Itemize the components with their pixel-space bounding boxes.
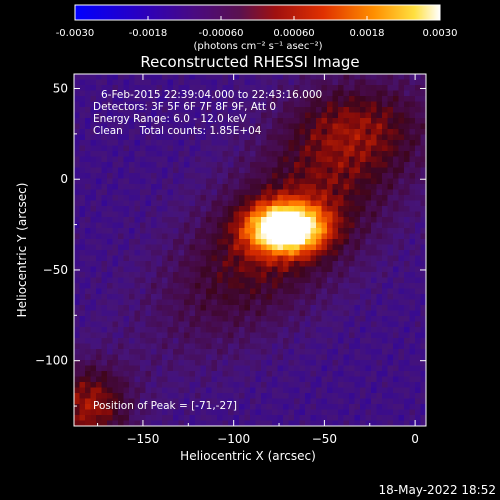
info-line-detectors: Detectors: 3F 5F 6F 7F 8F 9F, Att 0 xyxy=(93,101,276,113)
heatmap-image xyxy=(74,74,426,426)
y-axis-label: Heliocentric Y (arcsec) xyxy=(15,183,29,318)
colorbar-tick-label: 0.00060 xyxy=(273,28,314,39)
chart-title: Reconstructed RHESSI Image xyxy=(140,53,359,71)
x-tick-label: −100 xyxy=(217,432,250,446)
colorbar-units-label: (photons cm⁻² s⁻¹ asec⁻²) xyxy=(193,41,322,52)
y-tick-label: −50 xyxy=(43,263,68,277)
y-tick-label: 0 xyxy=(60,172,68,186)
colorbar-tick-label: -0.00060 xyxy=(199,28,244,39)
colorbar-tick-label: 0.0030 xyxy=(423,28,458,39)
x-axis-label: Heliocentric X (arcsec) xyxy=(180,449,316,463)
x-tick-label: −50 xyxy=(312,432,337,446)
colorbar-ticks: -0.0030 -0.0018 -0.00060 0.00060 0.0018 0.003… xyxy=(56,16,458,39)
footer-date: 18-May-2022 18:52 xyxy=(379,483,496,497)
colorbar-tick-label: -0.0030 xyxy=(56,28,95,39)
y-tick-label: −100 xyxy=(35,354,68,368)
y-tick-label: 50 xyxy=(53,82,68,96)
plot-frame xyxy=(73,73,427,427)
info-line-clean: Clean Total counts: 1.85E+04 xyxy=(93,125,262,137)
axis-ticks: −150 −100 −50 0 50 0 −50 −100 xyxy=(35,74,426,446)
x-tick-label: −150 xyxy=(126,432,159,446)
colorbar-tick-label: 0.0018 xyxy=(350,28,385,39)
info-line-time: 6-Feb-2015 22:39:04.000 to 22:43:16.000 xyxy=(101,89,322,101)
peak-position-label: Position of Peak = [-71,-27] xyxy=(93,400,237,412)
info-line-energy: Energy Range: 6.0 - 12.0 keV xyxy=(93,113,247,125)
colorbar-tick-label: -0.0018 xyxy=(129,28,168,39)
colorbar xyxy=(74,4,441,21)
x-tick-label: 0 xyxy=(411,432,419,446)
